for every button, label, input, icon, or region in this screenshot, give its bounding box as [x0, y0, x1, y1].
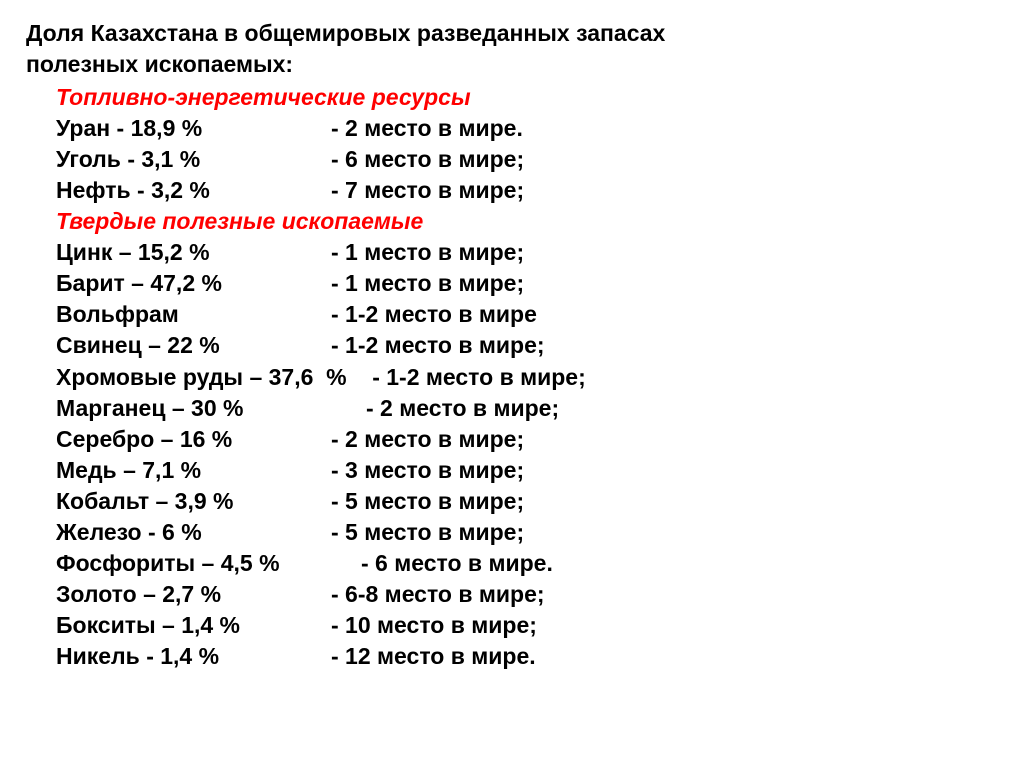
solid-item-left: Железо - 6 % — [56, 517, 331, 548]
solid-list: Цинк – 15,2 %- 1 место в мире;Барит – 47… — [56, 237, 998, 672]
solid-item-left: Барит – 47,2 % — [56, 268, 331, 299]
solid-item-row: Никель - 1,4 %- 12 место в мире. — [56, 641, 998, 672]
solid-item-left: Никель - 1,4 % — [56, 641, 331, 672]
solid-item-row: Цинк – 15,2 %- 1 место в мире; — [56, 237, 998, 268]
solid-item-row: Фосфориты – 4,5 %- 6 место в мире. — [56, 548, 998, 579]
solid-item-left: Серебро – 16 % — [56, 424, 331, 455]
solid-item-right: - 3 место в мире; — [331, 457, 524, 483]
solid-item-right: - 5 место в мире; — [331, 488, 524, 514]
solid-item-row: Барит – 47,2 %- 1 место в мире; — [56, 268, 998, 299]
solid-item-row: Свинец – 22 %- 1-2 место в мире; — [56, 330, 998, 361]
solid-item-right: - 1 место в мире; — [331, 239, 524, 265]
solid-item-right: - 12 место в мире. — [331, 643, 536, 669]
content-block: Топливно-энергетические ресурсы Уран - 1… — [26, 82, 998, 672]
page-title: Доля Казахстана в общемировых разведанны… — [26, 18, 998, 80]
solid-item-left: Хромовые руды – 37,6 % — [56, 362, 372, 393]
solid-item-row: Вольфрам- 1-2 место в мире — [56, 299, 998, 330]
title-line-1: Доля Казахстана в общемировых разведанны… — [26, 20, 665, 46]
solid-item-right: - 1-2 место в мире — [331, 301, 537, 327]
solid-item-right: - 10 место в мире; — [331, 612, 537, 638]
solid-item-left: Марганец – 30 % — [56, 393, 366, 424]
slide: Доля Казахстана в общемировых разведанны… — [0, 0, 1024, 672]
solid-item-right: - 5 место в мире; — [331, 519, 524, 545]
title-line-2: полезных ископаемых: — [26, 51, 293, 77]
energy-item-right: - 2 место в мире. — [331, 115, 523, 141]
solid-item-row: Бокситы – 1,4 %- 10 место в мире; — [56, 610, 998, 641]
solid-item-row: Марганец – 30 %- 2 место в мире; — [56, 393, 998, 424]
solid-item-row: Железо - 6 %- 5 место в мире; — [56, 517, 998, 548]
energy-item-row: Уголь - 3,1 %- 6 место в мире; — [56, 144, 998, 175]
solid-item-left: Фосфориты – 4,5 % — [56, 548, 361, 579]
solid-item-left: Медь – 7,1 % — [56, 455, 331, 486]
solid-item-right: - 1-2 место в мире; — [331, 332, 545, 358]
solid-item-left: Кобальт – 3,9 % — [56, 486, 331, 517]
solid-item-row: Хромовые руды – 37,6 % - 1-2 место в мир… — [56, 362, 998, 393]
solid-item-left: Свинец – 22 % — [56, 330, 331, 361]
solid-item-left: Бокситы – 1,4 % — [56, 610, 331, 641]
solid-item-row: Медь – 7,1 %- 3 место в мире; — [56, 455, 998, 486]
solid-item-left: Золото – 2,7 % — [56, 579, 331, 610]
solid-heading: Твердые полезные ископаемые — [56, 206, 998, 237]
energy-item-left: Уран - 18,9 % — [56, 113, 331, 144]
energy-list: Уран - 18,9 %- 2 место в мире.Уголь - 3,… — [56, 113, 998, 206]
energy-item-row: Уран - 18,9 %- 2 место в мире. — [56, 113, 998, 144]
solid-item-right: - 1-2 место в мире; — [372, 364, 586, 390]
energy-item-left: Нефть - 3,2 % — [56, 175, 331, 206]
solid-item-row: Серебро – 16 %- 2 место в мире; — [56, 424, 998, 455]
energy-item-row: Нефть - 3,2 %- 7 место в мире; — [56, 175, 998, 206]
solid-item-right: - 2 место в мире; — [366, 395, 559, 421]
energy-item-right: - 7 место в мире; — [331, 177, 524, 203]
solid-item-row: Золото – 2,7 %- 6-8 место в мире; — [56, 579, 998, 610]
solid-item-right: - 1 место в мире; — [331, 270, 524, 296]
energy-heading: Топливно-энергетические ресурсы — [56, 82, 998, 113]
solid-item-row: Кобальт – 3,9 %- 5 место в мире; — [56, 486, 998, 517]
solid-item-left: Цинк – 15,2 % — [56, 237, 331, 268]
solid-item-right: - 2 место в мире; — [331, 426, 524, 452]
solid-item-right: - 6-8 место в мире; — [331, 581, 545, 607]
energy-item-left: Уголь - 3,1 % — [56, 144, 331, 175]
solid-item-left: Вольфрам — [56, 299, 331, 330]
energy-item-right: - 6 место в мире; — [331, 146, 524, 172]
solid-item-right: - 6 место в мире. — [361, 550, 553, 576]
